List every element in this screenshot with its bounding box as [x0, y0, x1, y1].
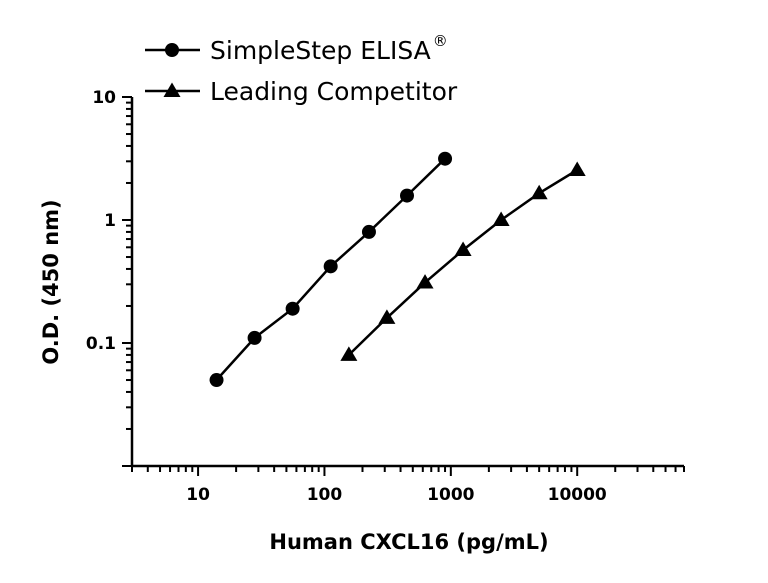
y-axis-title: O.D. (450 nm) — [39, 199, 63, 364]
data-point — [285, 301, 300, 316]
data-point — [340, 346, 358, 361]
legend-item: Leading Competitor — [145, 77, 458, 106]
axes: 10 100 1000 10000 0.1 1 10 — [86, 88, 685, 505]
data-point — [361, 224, 376, 239]
data-point — [416, 274, 434, 289]
data-point — [568, 161, 586, 176]
x-tick-label: 1000 — [427, 485, 474, 505]
data-point — [378, 309, 396, 324]
data-point — [492, 211, 510, 226]
series-1 — [209, 151, 453, 388]
data-point — [400, 188, 415, 203]
y-tick-label: 10 — [92, 88, 116, 108]
x-tick-label: 10 — [186, 485, 210, 505]
x-tick-label: 10000 — [548, 485, 607, 505]
data-point — [323, 259, 338, 274]
legend-marker — [165, 43, 179, 57]
y-tick-label: 1 — [104, 211, 116, 231]
data-point — [209, 373, 224, 388]
data-point — [438, 151, 453, 166]
legend: SimpleStep ELISA ® Leading Competitor — [145, 32, 458, 106]
legend-label: SimpleStep ELISA — [210, 36, 431, 65]
legend-label: Leading Competitor — [210, 77, 458, 106]
series-layer — [209, 151, 586, 388]
data-point — [454, 241, 472, 256]
x-axis-title: Human CXCL16 (pg/mL) — [269, 530, 548, 554]
data-point — [530, 184, 548, 200]
series-2 — [340, 161, 586, 361]
legend-item: SimpleStep ELISA ® — [145, 32, 448, 65]
legend-superscript: ® — [433, 32, 448, 50]
legend-marker — [163, 82, 181, 97]
y-tick-label: 0.1 — [86, 334, 116, 354]
x-tick-label: 100 — [307, 485, 343, 505]
data-point — [247, 330, 262, 345]
